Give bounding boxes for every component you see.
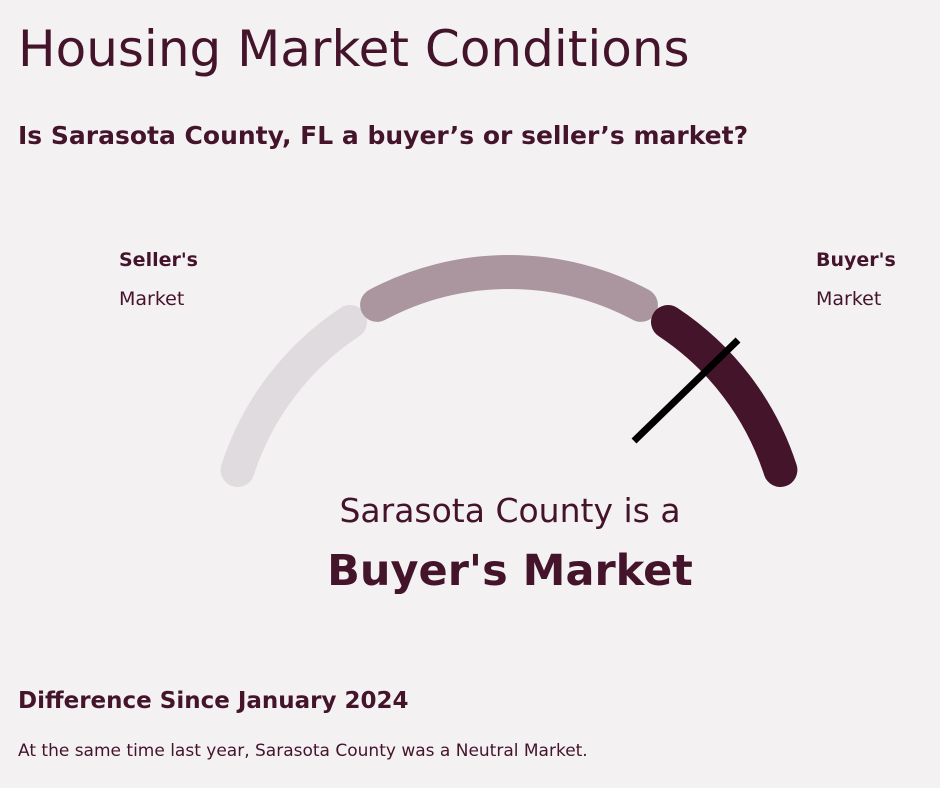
right-label-subtitle: Market <box>816 288 881 310</box>
gauge-seller-segment <box>220 305 367 487</box>
title: Housing Market Conditions <box>18 20 690 78</box>
gauge-needle <box>631 337 741 444</box>
left-label-title: Seller's <box>119 249 198 271</box>
gauge-buyer-segment <box>651 305 798 487</box>
gauge <box>220 255 798 487</box>
question: Is Sarasota County, FL a buyer’s or sell… <box>18 121 748 150</box>
left-label-subtitle: Market <box>119 288 184 310</box>
difference-heading: Difference Since January 2024 <box>18 688 409 714</box>
difference-text: At the same time last year, Sarasota Cou… <box>18 741 588 761</box>
right-label-title: Buyer's <box>816 249 896 271</box>
status-result: Buyer's Market <box>327 546 693 596</box>
status-prefix: Sarasota County is a <box>339 491 680 530</box>
gauge-neutral-segment <box>360 255 658 322</box>
